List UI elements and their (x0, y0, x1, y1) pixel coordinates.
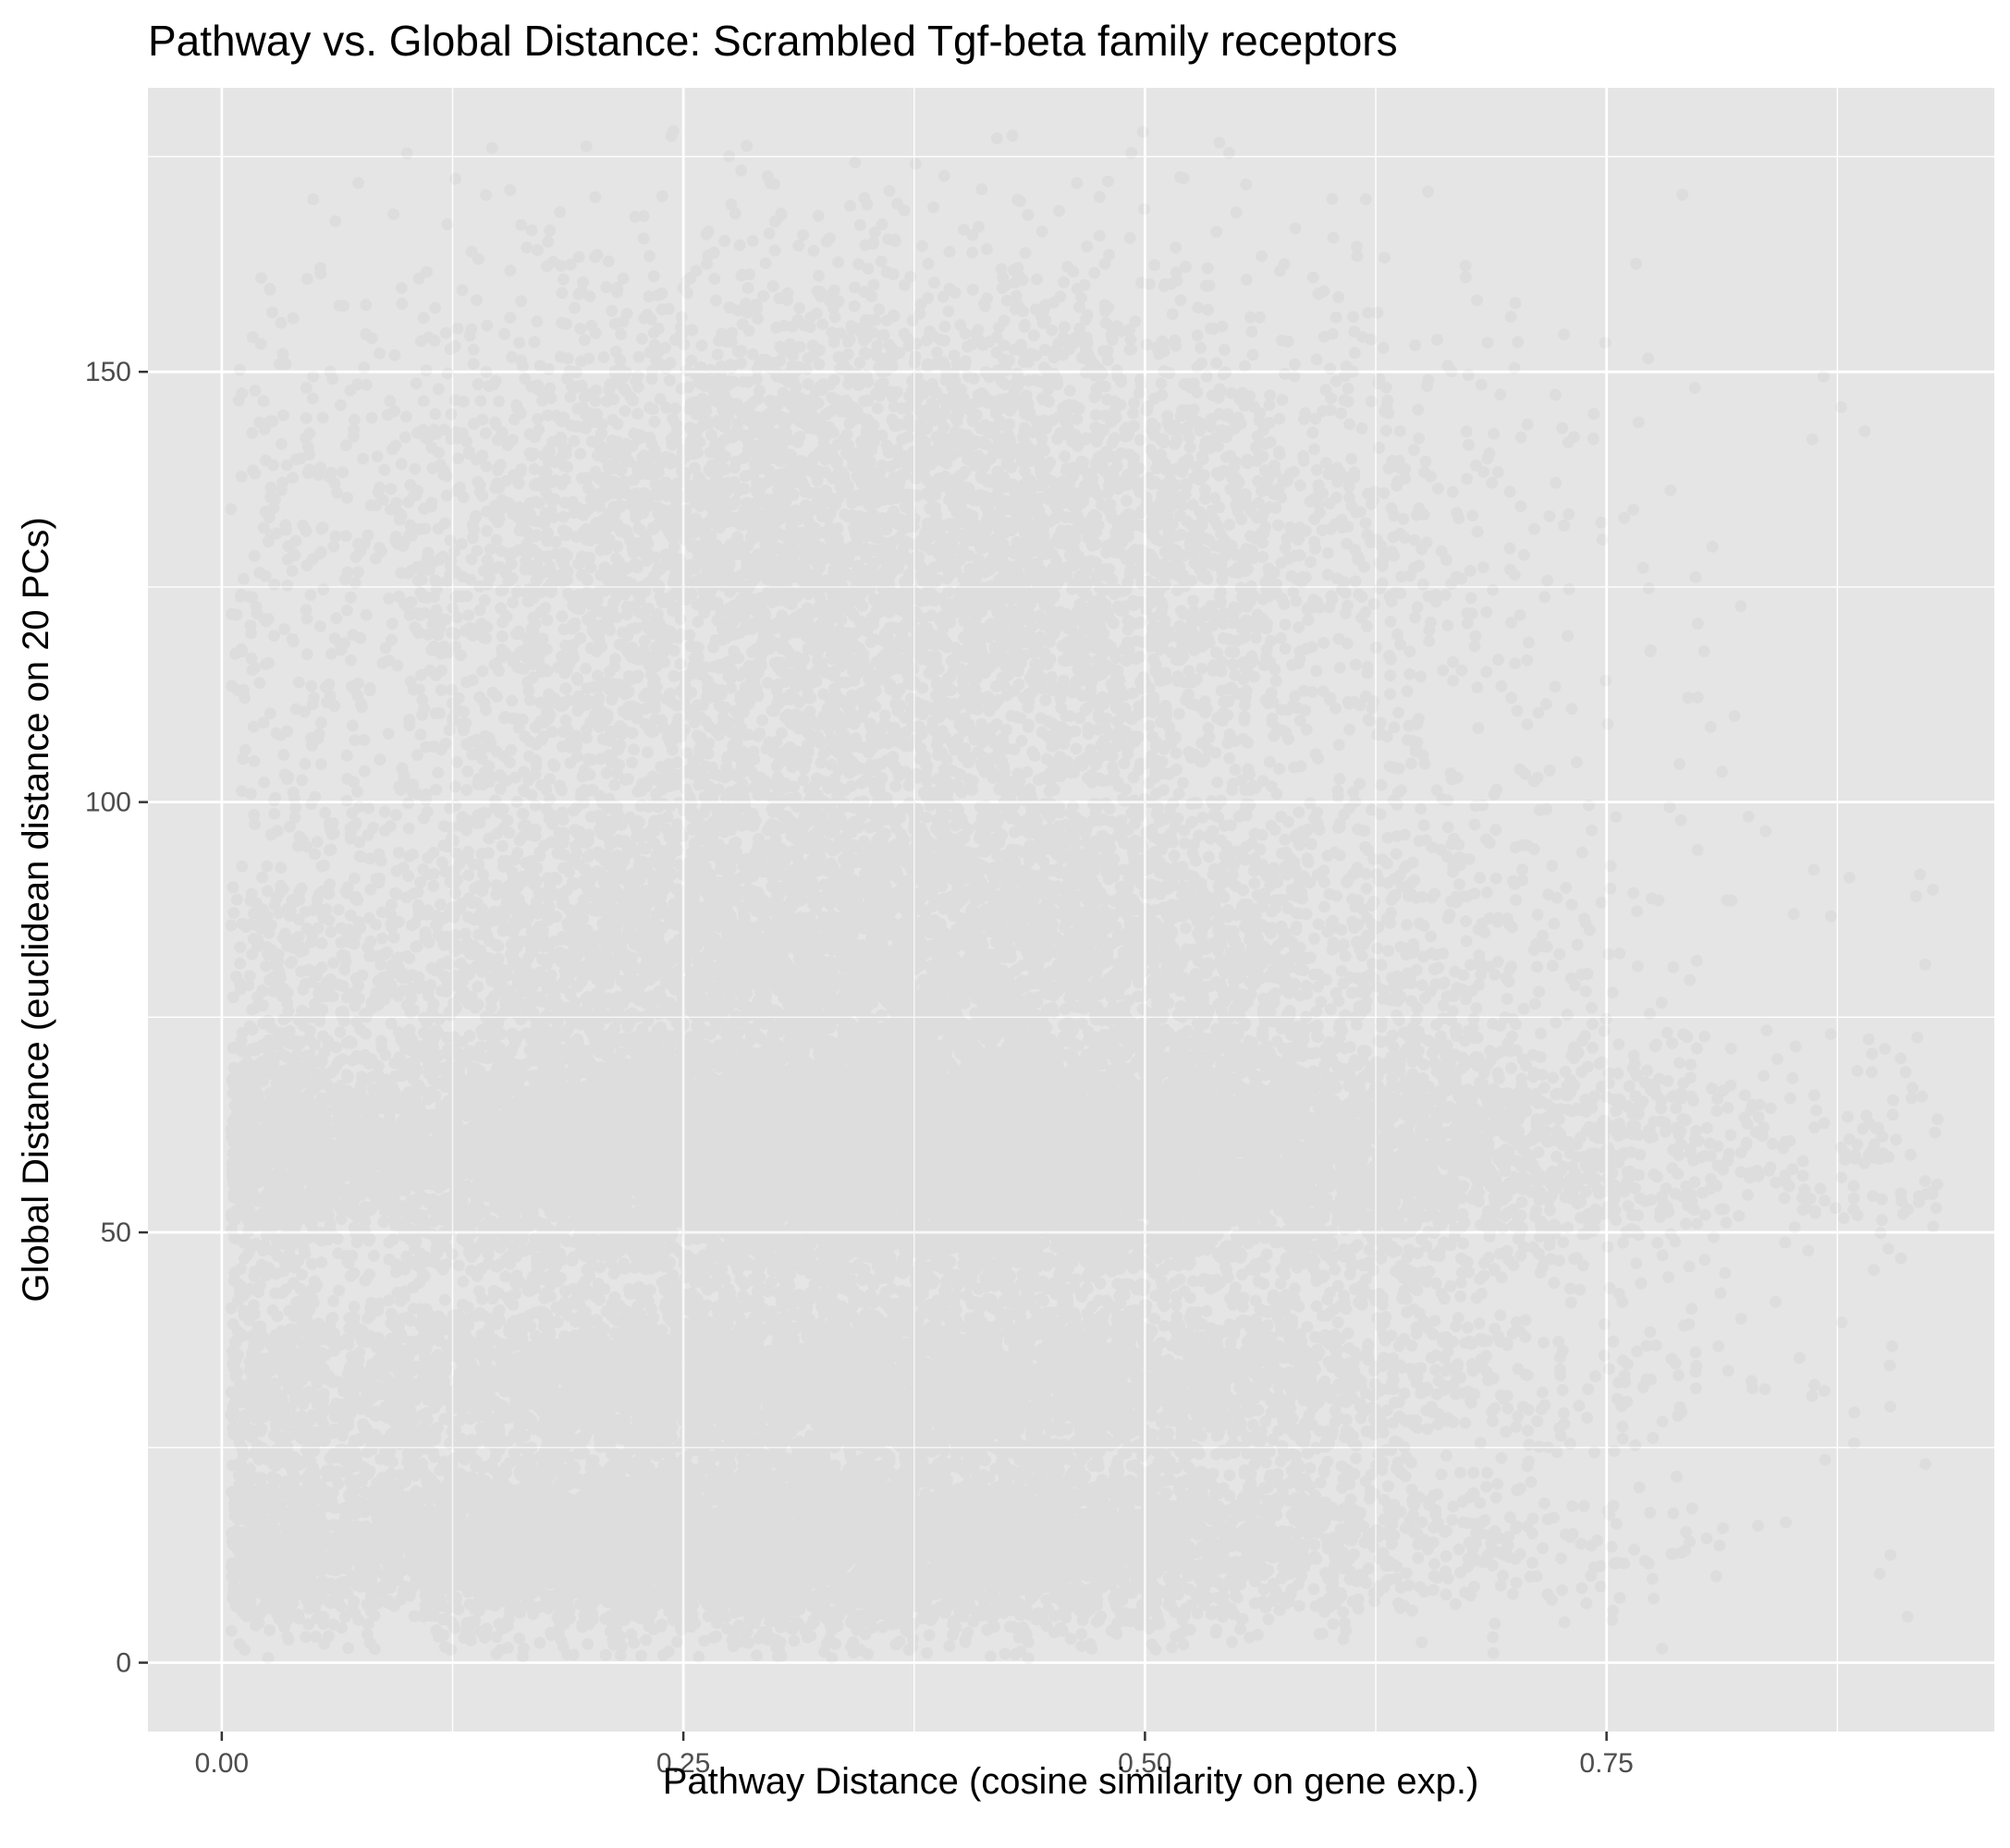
major-gridlines (148, 88, 1994, 1732)
y-tick-label: 0 (116, 1648, 131, 1679)
y-tick-label: 100 (85, 788, 131, 818)
y-axis-ticks: 0 50 100 150 (85, 357, 148, 1679)
y-tick-label: 50 (101, 1218, 131, 1248)
minor-gridlines (148, 88, 1994, 1732)
x-tick-label: 0.50 (1118, 1748, 1171, 1779)
x-tick-label: 0.25 (656, 1748, 710, 1779)
x-tick-label: 0.00 (195, 1748, 249, 1779)
chart-title: Pathway vs. Global Distance: Scrambled T… (148, 17, 1398, 65)
x-axis-ticks: 0.00 0.25 0.50 0.75 (195, 1732, 1634, 1779)
x-axis-label: Pathway Distance (cosine similarity on g… (663, 1761, 1479, 1802)
y-tick-label: 150 (85, 357, 131, 387)
x-tick-label: 0.75 (1579, 1748, 1633, 1779)
y-axis-label: Global Distance (euclidean distance on 2… (16, 517, 56, 1302)
plot-panel (148, 88, 1994, 1732)
